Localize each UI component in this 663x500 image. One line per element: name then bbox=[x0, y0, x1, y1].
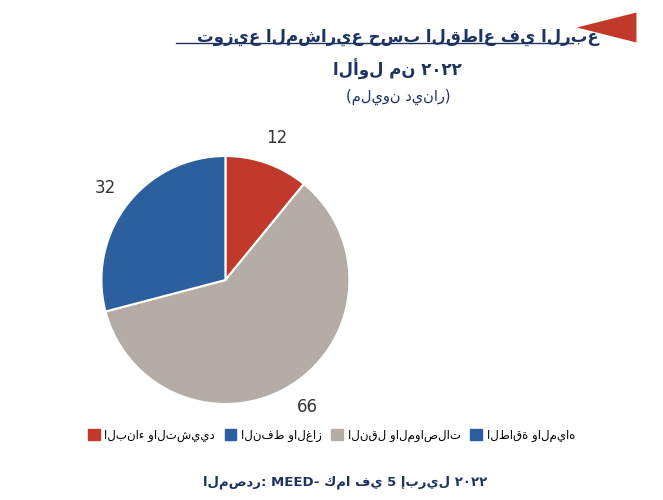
Wedge shape bbox=[225, 156, 304, 280]
Text: (مليون دينار): (مليون دينار) bbox=[345, 89, 450, 106]
Text: 12: 12 bbox=[266, 128, 287, 146]
Text: 66: 66 bbox=[297, 398, 318, 416]
Text: 32: 32 bbox=[95, 178, 116, 196]
Text: الأول من ٢٠٢٢: الأول من ٢٠٢٢ bbox=[333, 59, 462, 80]
Text: توزيع المشاريع حسب القطاع في الربع: توزيع المشاريع حسب القطاع في الربع bbox=[197, 28, 599, 46]
Legend: البناء والتشييد, النفط والغاز, النقل والمواصلات, الطاقة والمياه: البناء والتشييد, النفط والغاز, النقل وال… bbox=[83, 424, 580, 446]
Text: المصدر: MEED- كما في 5 إبريل ٢٠٢٢: المصدر: MEED- كما في 5 إبريل ٢٠٢٢ bbox=[203, 476, 487, 489]
Wedge shape bbox=[101, 156, 225, 312]
Wedge shape bbox=[105, 184, 349, 404]
